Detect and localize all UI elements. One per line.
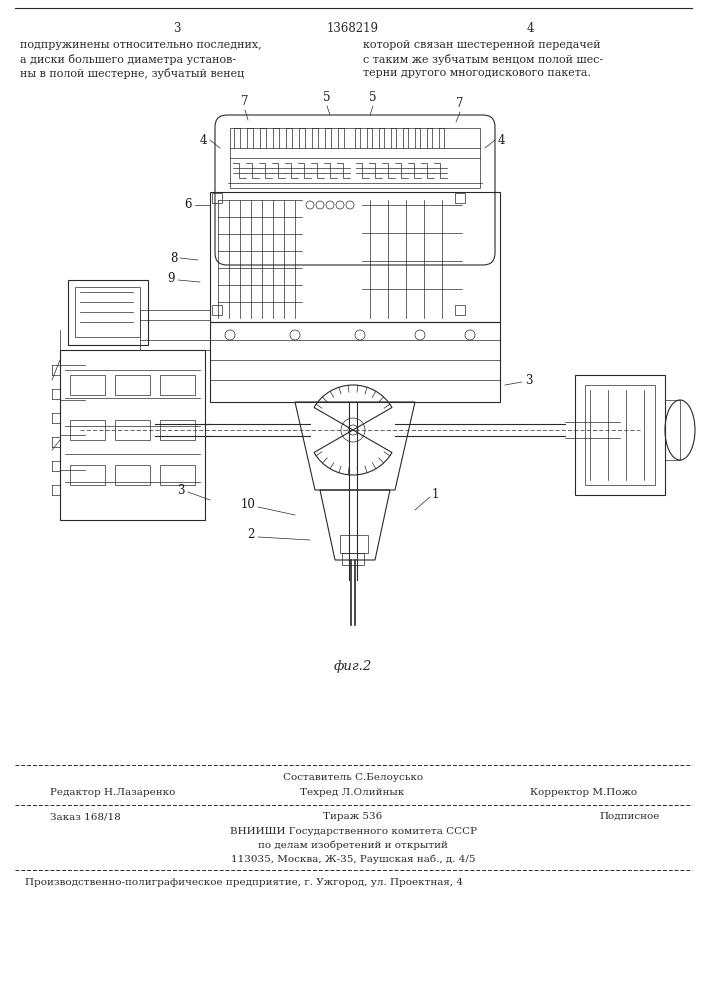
Text: с таким же зубчатым венцом полой шес-: с таким же зубчатым венцом полой шес- bbox=[363, 54, 603, 65]
Text: 5: 5 bbox=[369, 91, 377, 104]
Text: 3: 3 bbox=[177, 484, 185, 496]
Text: 10: 10 bbox=[240, 498, 255, 512]
Bar bbox=[212, 305, 222, 315]
Text: 7: 7 bbox=[241, 95, 249, 108]
Bar bbox=[140, 310, 210, 350]
Text: 9: 9 bbox=[168, 271, 175, 284]
Bar bbox=[160, 375, 195, 395]
Text: 1: 1 bbox=[432, 488, 439, 502]
Bar bbox=[70, 420, 105, 440]
Text: Корректор М.Пожо: Корректор М.Пожо bbox=[530, 788, 637, 797]
Text: 5: 5 bbox=[323, 91, 331, 104]
Text: 8: 8 bbox=[170, 251, 178, 264]
Bar bbox=[665, 400, 680, 460]
Bar bbox=[342, 553, 364, 565]
Text: терни другого многодискового пакета.: терни другого многодискового пакета. bbox=[363, 68, 591, 78]
Bar bbox=[575, 375, 665, 495]
Bar bbox=[455, 193, 465, 203]
Text: подпружинены относительно последних,: подпружинены относительно последних, bbox=[20, 40, 262, 50]
Text: Заказ 168/18: Заказ 168/18 bbox=[50, 812, 121, 821]
Text: 1368219: 1368219 bbox=[327, 22, 379, 35]
Bar bbox=[160, 465, 195, 485]
Text: 4: 4 bbox=[526, 22, 534, 35]
Text: ВНИИШИ Государственного комитета СССР: ВНИИШИ Государственного комитета СССР bbox=[230, 827, 477, 836]
Text: а диски большего диаметра установ-: а диски большего диаметра установ- bbox=[20, 54, 236, 65]
Text: ны в полой шестерне, зубчатый венец: ны в полой шестерне, зубчатый венец bbox=[20, 68, 244, 79]
Bar bbox=[60, 350, 205, 520]
Bar bbox=[210, 192, 500, 322]
Bar bbox=[115, 420, 150, 440]
Text: 7: 7 bbox=[456, 97, 464, 110]
Bar bbox=[340, 535, 368, 553]
Bar bbox=[115, 465, 150, 485]
Bar bbox=[70, 375, 105, 395]
Bar bbox=[70, 465, 105, 485]
Text: фиг.2: фиг.2 bbox=[334, 660, 372, 673]
Text: Техред Л.Олийнык: Техред Л.Олийнык bbox=[300, 788, 404, 797]
Bar bbox=[585, 385, 655, 485]
Text: Производственно-полиграфическое предприятие, г. Ужгород, ул. Проектная, 4: Производственно-полиграфическое предприя… bbox=[25, 878, 463, 887]
Bar bbox=[75, 287, 140, 337]
Text: по делам изобретений и открытий: по делам изобретений и открытий bbox=[258, 841, 448, 850]
Bar bbox=[212, 193, 222, 203]
Text: 4: 4 bbox=[199, 133, 207, 146]
Text: Редактор Н.Лазаренко: Редактор Н.Лазаренко bbox=[50, 788, 175, 797]
Bar bbox=[210, 322, 500, 402]
Bar bbox=[115, 375, 150, 395]
Bar bbox=[68, 280, 148, 345]
Text: 6: 6 bbox=[185, 198, 192, 212]
Text: Составитель С.Белоусько: Составитель С.Белоусько bbox=[283, 773, 423, 782]
Text: Подписное: Подписное bbox=[600, 812, 660, 821]
Text: 2: 2 bbox=[247, 528, 255, 542]
Bar bbox=[160, 420, 195, 440]
Text: 3: 3 bbox=[173, 22, 181, 35]
Text: Тираж 536: Тираж 536 bbox=[323, 812, 382, 821]
Bar bbox=[455, 305, 465, 315]
Text: 4: 4 bbox=[498, 133, 506, 146]
Text: 113035, Москва, Ж-35, Раушская наб., д. 4/5: 113035, Москва, Ж-35, Раушская наб., д. … bbox=[230, 855, 475, 864]
Text: 3: 3 bbox=[525, 373, 532, 386]
Bar bbox=[230, 128, 480, 188]
Text: которой связан шестеренной передачей: которой связан шестеренной передачей bbox=[363, 40, 601, 50]
